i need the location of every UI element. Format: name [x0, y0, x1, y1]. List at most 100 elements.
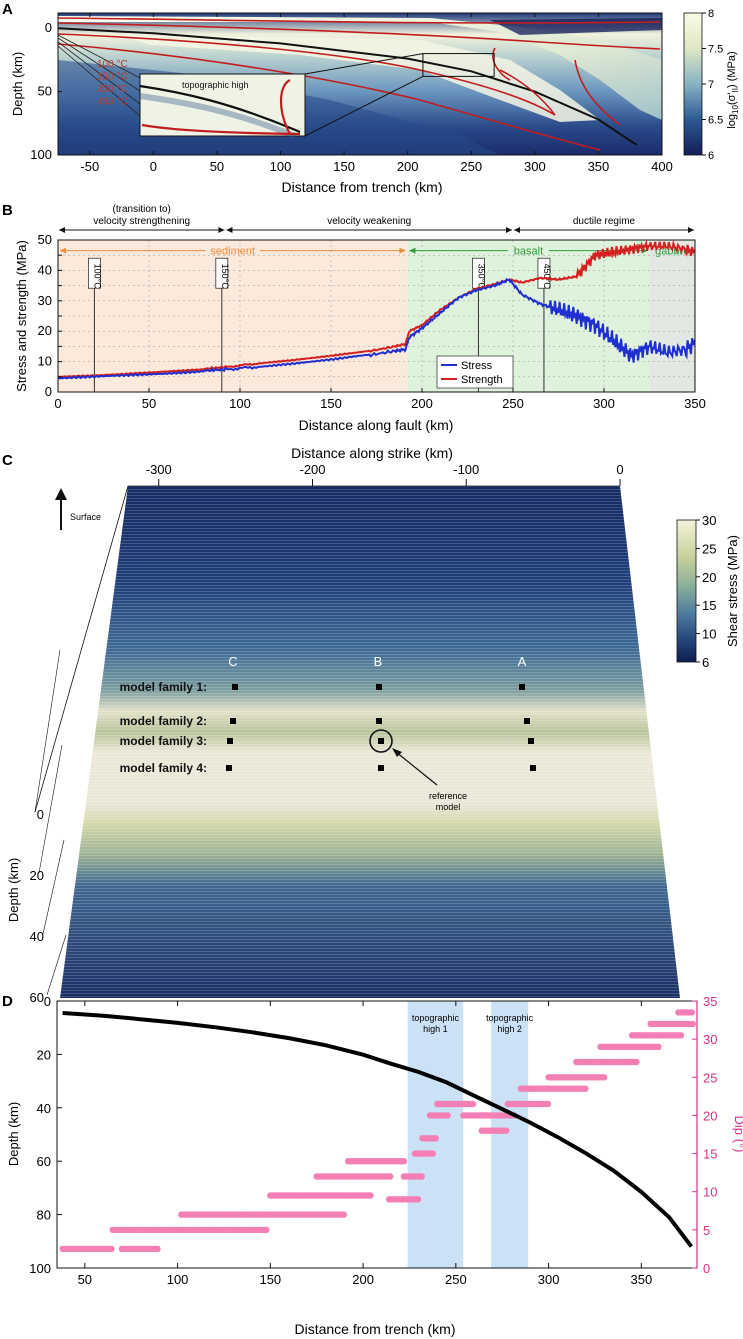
y-tick-label-b: 10 [38, 354, 52, 369]
reference-model-marker: reference model [369, 729, 467, 812]
arrow-icon [392, 748, 402, 757]
x-tick-label-b: 150 [320, 396, 342, 411]
axes-b: 0 50 100 150 200 250 300 350 0 10 20 30 40 50 [38, 232, 706, 411]
material-label-bg [508, 244, 549, 256]
model-family-label: model family 1: [120, 680, 207, 694]
y-tick-label-b: 40 [38, 262, 52, 277]
y2-tick-label-d: 15 [703, 1147, 717, 1162]
dip-point [469, 1100, 477, 1108]
panel-letter-a: A [2, 1, 13, 18]
colorbar-tick-label-c: 10 [702, 627, 716, 642]
dip-point [582, 1085, 589, 1092]
y-tick-label-b: 20 [38, 323, 52, 338]
isotherm-curve-2 [58, 22, 661, 50]
slab-top-line [58, 27, 638, 146]
y-tick-label-c: 0 [37, 807, 44, 822]
colorbar-tick-label-a: 6 [708, 150, 714, 162]
material-label: basalt [514, 246, 543, 258]
axes-a: -50 0 50 100 150 200 250 300 350 400 0 50 100 [30, 13, 673, 174]
colorbar-tick-label-c: 6 [702, 655, 709, 670]
colorbar-c [676, 519, 697, 663]
x-tick-label-b: 200 [411, 396, 433, 411]
series-strength-line [58, 240, 695, 378]
x-tick-label-c: 0 [616, 462, 623, 477]
grid-b [58, 240, 695, 392]
x-tick-label-b: 300 [593, 396, 615, 411]
dip-point [633, 1058, 640, 1066]
arrow-left-icon [409, 247, 416, 254]
model-point [378, 765, 384, 771]
column-label-C: C [228, 654, 237, 669]
y-tick-label-b: 50 [38, 232, 52, 247]
axes-c-depth: 0 20 40 60 [30, 649, 67, 1005]
topographic-high-band-1 [407, 1001, 464, 1268]
x-tick-label-d: 50 [78, 1272, 92, 1287]
y-tick-label-d: 40 [37, 1101, 51, 1116]
regime-label: ductile regime [573, 216, 636, 227]
zoom-box [422, 53, 495, 77]
dip-point [387, 1173, 394, 1180]
x-tick-label-a: 50 [210, 159, 224, 174]
column-label-B: B [374, 654, 383, 669]
x-tick-label-d: 200 [352, 1272, 374, 1287]
colorbar-label-c: Shear stress (MPa) [725, 535, 740, 647]
panel-b: B (transition to)velocity strengthening v… [2, 202, 706, 433]
regime-label-line1: (transition to) [113, 204, 171, 215]
dip-point [677, 1032, 685, 1039]
depth-axis-edge [34, 485, 129, 813]
plot-frame-a [57, 12, 663, 156]
panel-letter-b: B [2, 202, 13, 219]
colorbar-a [683, 12, 703, 156]
x-axis-label-d: Distance from trench (km) [294, 1321, 455, 1337]
isotherm-curve-3 [58, 33, 556, 116]
colorbar-label-a: log10(σ'II) (MPa) [726, 51, 740, 128]
model-family-label: model family 3: [120, 734, 207, 748]
colorbar-tick-label-a: 6.5 [708, 115, 723, 127]
colorbar-ticks-c: 30 25 20 15 10 6 [696, 513, 716, 670]
y-axis-label-a: Depth (km) [10, 52, 25, 116]
isotherm-marker-label: 350°C [476, 264, 486, 290]
depth-guide-line [46, 934, 67, 996]
model-point [528, 738, 534, 744]
isotherm-marker-label: 150°C [220, 264, 230, 290]
isotherm-marker-box [88, 257, 101, 289]
y-tick-label-b: 30 [38, 293, 52, 308]
dip-point [108, 1245, 115, 1253]
model-point [530, 765, 536, 771]
model-point [378, 738, 384, 744]
x-tick-label-a: 0 [150, 159, 157, 174]
x-tick-label-b: 0 [54, 396, 61, 411]
y-axis-label-c: Depth (km) [6, 858, 21, 922]
dip-point [154, 1245, 161, 1253]
x-tick-label-b: 100 [229, 396, 251, 411]
x-axis-label-a: Distance from trench (km) [281, 179, 442, 195]
isotherm-marker-box [537, 257, 551, 289]
y2-tick-label-d: 10 [703, 1185, 717, 1200]
dip-point [340, 1211, 347, 1218]
dip-point [429, 1150, 436, 1157]
y-tick-label-c: 40 [30, 929, 44, 944]
topographic-high-label-line1: topographic [486, 1013, 534, 1023]
isotherm-marker-label: 450°C [542, 264, 552, 290]
material-label: sediment [210, 246, 255, 258]
axes-d: 50 100 150 200 250 300 350 0 20 40 60 80 100 0 5 10 15 20… [29, 994, 717, 1287]
arrow-left-icon [514, 227, 520, 233]
x-tick-label-a: 200 [397, 159, 419, 174]
arrow-left-icon [60, 247, 66, 254]
x-tick-label-a: -50 [80, 159, 99, 174]
x-tick-label-b: 350 [684, 396, 706, 411]
y2-tick-label-d: 35 [703, 994, 717, 1009]
slab-high-stress [120, 35, 600, 122]
model-point [376, 718, 382, 724]
panel-a: A topogra [2, 1, 740, 195]
arrow-right-icon [399, 247, 406, 254]
y-tick-label-a: 50 [38, 84, 52, 99]
surface-indicator: Surface [55, 488, 101, 530]
colorbar-tick-label-a: 8 [708, 8, 714, 20]
x-axis-label-b: Distance along fault (km) [299, 417, 454, 433]
x-tick-label-c: -300 [146, 462, 172, 477]
x-tick-label-d: 100 [167, 1272, 189, 1287]
